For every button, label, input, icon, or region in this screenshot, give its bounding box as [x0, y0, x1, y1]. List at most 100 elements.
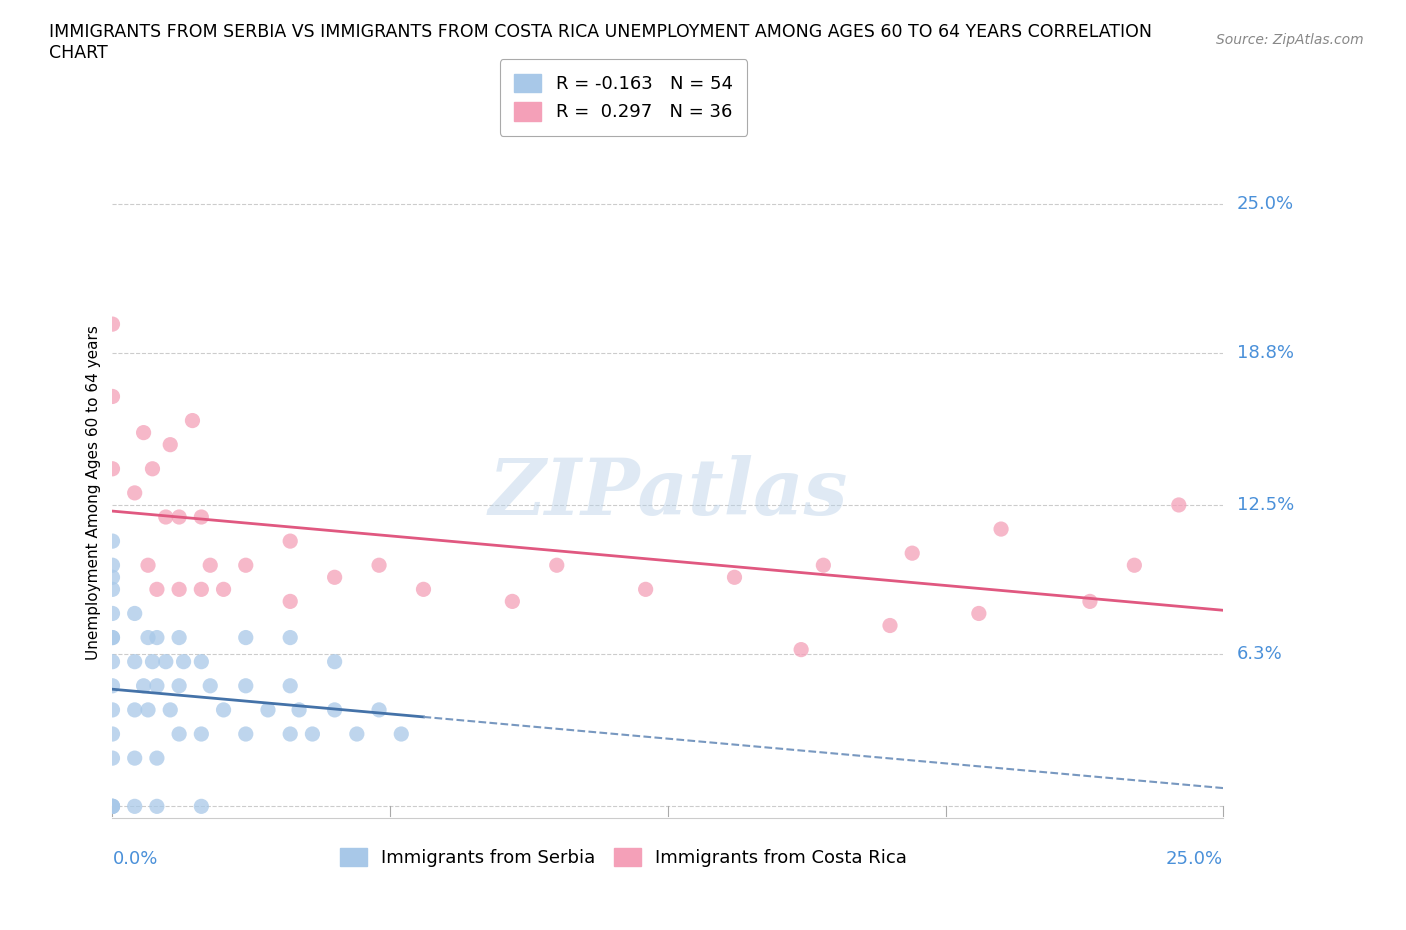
Point	[101, 606, 124, 621]
Point	[634, 582, 657, 597]
Point	[101, 389, 124, 404]
Point	[124, 606, 146, 621]
Point	[101, 534, 124, 549]
Point	[101, 654, 124, 669]
Point	[901, 546, 924, 561]
Point	[235, 558, 257, 573]
Point	[212, 582, 235, 597]
Point	[132, 425, 155, 440]
Point	[167, 582, 190, 597]
Point	[136, 702, 159, 717]
Point	[368, 702, 391, 717]
Point	[167, 631, 190, 645]
Point	[146, 582, 169, 597]
Text: 0.0%: 0.0%	[112, 850, 157, 868]
Point	[212, 702, 235, 717]
Point	[101, 799, 124, 814]
Text: ZIPatlas: ZIPatlas	[488, 455, 848, 531]
Point	[146, 751, 169, 765]
Point	[124, 654, 146, 669]
Point	[101, 317, 124, 332]
Point	[124, 799, 146, 814]
Point	[124, 485, 146, 500]
Point	[879, 618, 901, 633]
Point	[323, 654, 346, 669]
Point	[346, 726, 368, 741]
Point	[101, 751, 124, 765]
Legend: Immigrants from Serbia, Immigrants from Costa Rica: Immigrants from Serbia, Immigrants from …	[333, 841, 914, 874]
Point	[124, 702, 146, 717]
Point	[235, 726, 257, 741]
Point	[967, 606, 990, 621]
Point	[190, 726, 212, 741]
Point	[101, 678, 124, 693]
Text: 25.0%: 25.0%	[1166, 850, 1223, 868]
Point	[257, 702, 280, 717]
Point	[155, 654, 177, 669]
Point	[101, 582, 124, 597]
Point	[190, 510, 212, 525]
Point	[323, 702, 346, 717]
Point	[141, 461, 163, 476]
Point	[278, 534, 301, 549]
Point	[1078, 594, 1101, 609]
Point	[167, 726, 190, 741]
Point	[1167, 498, 1189, 512]
Point	[101, 726, 124, 741]
Point	[389, 726, 412, 741]
Point	[167, 678, 190, 693]
Point	[1123, 558, 1146, 573]
Point	[200, 558, 222, 573]
Text: Source: ZipAtlas.com: Source: ZipAtlas.com	[1216, 33, 1364, 46]
Point	[990, 522, 1012, 537]
Point	[190, 582, 212, 597]
Point	[101, 702, 124, 717]
Point	[136, 631, 159, 645]
Point	[278, 594, 301, 609]
Point	[146, 631, 169, 645]
Point	[546, 558, 568, 573]
Point	[813, 558, 835, 573]
Point	[141, 654, 163, 669]
Point	[146, 799, 169, 814]
Point	[288, 702, 311, 717]
Point	[159, 437, 181, 452]
Point	[167, 510, 190, 525]
Point	[155, 510, 177, 525]
Point	[173, 654, 195, 669]
Point	[278, 678, 301, 693]
Point	[101, 570, 124, 585]
Point	[101, 461, 124, 476]
Point	[101, 799, 124, 814]
Point	[146, 678, 169, 693]
Point	[790, 643, 813, 658]
Point	[200, 678, 222, 693]
Point	[101, 558, 124, 573]
Point	[124, 751, 146, 765]
Point	[190, 654, 212, 669]
Point	[501, 594, 523, 609]
Text: 18.8%: 18.8%	[1236, 344, 1294, 362]
Point	[301, 726, 323, 741]
Point	[190, 799, 212, 814]
Text: IMMIGRANTS FROM SERBIA VS IMMIGRANTS FROM COSTA RICA UNEMPLOYMENT AMONG AGES 60 : IMMIGRANTS FROM SERBIA VS IMMIGRANTS FRO…	[49, 23, 1152, 62]
Point	[101, 799, 124, 814]
Text: 6.3%: 6.3%	[1236, 645, 1282, 663]
Point	[235, 631, 257, 645]
Point	[101, 631, 124, 645]
Point	[101, 799, 124, 814]
Point	[181, 413, 204, 428]
Point	[278, 726, 301, 741]
Y-axis label: Unemployment Among Ages 60 to 64 years: Unemployment Among Ages 60 to 64 years	[86, 326, 101, 660]
Point	[723, 570, 745, 585]
Point	[101, 631, 124, 645]
Point	[235, 678, 257, 693]
Point	[323, 570, 346, 585]
Point	[368, 558, 391, 573]
Point	[132, 678, 155, 693]
Point	[412, 582, 434, 597]
Text: 25.0%: 25.0%	[1236, 194, 1294, 213]
Text: 12.5%: 12.5%	[1236, 496, 1294, 514]
Point	[278, 631, 301, 645]
Point	[159, 702, 181, 717]
